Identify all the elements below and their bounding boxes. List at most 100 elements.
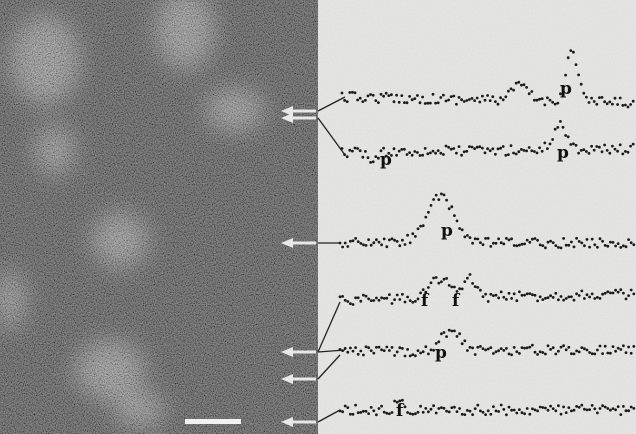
trace-dot (411, 98, 414, 101)
trace-dot (484, 99, 487, 102)
trace-dot (367, 95, 370, 98)
trace-dot (609, 352, 612, 355)
trace-dot (560, 247, 563, 250)
trace-dot (378, 241, 381, 244)
trace-dot (567, 244, 570, 247)
trace-dot (606, 352, 609, 355)
trace-dot (547, 241, 550, 244)
trace-dot (489, 149, 492, 152)
trace-dot (365, 295, 368, 298)
trace-dot (413, 97, 416, 100)
trace-dot (473, 147, 476, 150)
trace-dot (374, 99, 377, 102)
trace-dot (437, 407, 440, 410)
trace-dot (461, 288, 464, 291)
trace-dot (619, 413, 622, 416)
trace-dot (352, 413, 355, 416)
trace-dot (409, 299, 412, 302)
trace-dot (456, 220, 459, 223)
trace-dot (606, 245, 609, 248)
trace-dot (364, 150, 367, 153)
trace-dot (349, 240, 352, 243)
trace-dot (578, 351, 581, 354)
trace-dot (343, 99, 346, 102)
trace-dot (492, 352, 495, 355)
trace-dot (495, 294, 498, 297)
trace-dot (549, 405, 552, 408)
trace-dot (461, 228, 464, 231)
trace-dot (421, 96, 424, 99)
trace-dot (559, 120, 562, 123)
trace-dot (440, 193, 443, 196)
trace-dot (463, 413, 466, 416)
trace-dot (484, 293, 487, 296)
trace-dot (357, 353, 360, 356)
trace-dot (422, 350, 425, 353)
trace-dot (359, 300, 362, 303)
trace-dot (393, 298, 396, 301)
trace-dot (606, 290, 609, 293)
trace-dot (437, 101, 440, 104)
trace-dot (427, 286, 430, 289)
trace-dot (380, 405, 383, 408)
trace-dot (365, 410, 368, 413)
trace-dot (409, 241, 412, 244)
trace-dot (445, 410, 448, 413)
trace-dot (515, 244, 518, 247)
trace-dot (518, 408, 521, 411)
trace-dot (595, 145, 598, 148)
trace-dot (432, 93, 435, 96)
trace-dot (471, 413, 474, 416)
trace-dot (619, 97, 622, 100)
trace-dot (604, 345, 607, 348)
trace-dot (546, 147, 549, 150)
trace-dot (573, 353, 576, 356)
trace-dot (463, 150, 466, 153)
trace-dot (383, 411, 386, 414)
trace-dot (614, 408, 617, 411)
trace-dot (500, 241, 503, 244)
trace-dot (497, 410, 500, 413)
trace-dot (567, 135, 570, 138)
trace-dot (538, 146, 541, 149)
trace-dot (442, 94, 445, 97)
trace-dot (517, 150, 520, 153)
trace-dot (596, 412, 599, 415)
trace-dot (383, 238, 386, 241)
trace-dot (432, 277, 435, 280)
trace-dot (367, 412, 370, 415)
trace-dot (588, 246, 591, 249)
trace-dot (520, 148, 523, 151)
trace-dot (351, 150, 354, 153)
trace-dot (562, 406, 565, 409)
trace-dot (499, 147, 502, 150)
trace-dot (494, 153, 497, 156)
trace-dot (523, 347, 526, 350)
trace-dot (557, 404, 560, 407)
trace-dot (383, 297, 386, 300)
trace-dot (437, 282, 440, 285)
trace-dot (380, 348, 383, 351)
trace-dot (562, 299, 565, 302)
trace-dot (487, 237, 490, 240)
trace-dot (453, 286, 456, 289)
trace-dot (378, 299, 381, 302)
trace-dot (586, 349, 589, 352)
trace-dot (554, 103, 557, 106)
trace-dot (430, 349, 433, 352)
trace-dot (601, 404, 604, 407)
trace-dot (617, 291, 620, 294)
trace-dot (530, 149, 533, 152)
trace-dot (593, 100, 596, 103)
trace-dot (580, 149, 583, 152)
trace-dot (586, 293, 589, 296)
trace-dot (554, 409, 557, 412)
trace-dot (471, 282, 474, 285)
trace-dot (461, 342, 464, 345)
trace-dot (354, 346, 357, 349)
trace-dot (354, 237, 357, 240)
trace-dot (627, 106, 630, 109)
trace-dot (621, 104, 624, 107)
trace-dot (549, 99, 552, 102)
trace-dot (476, 286, 479, 289)
